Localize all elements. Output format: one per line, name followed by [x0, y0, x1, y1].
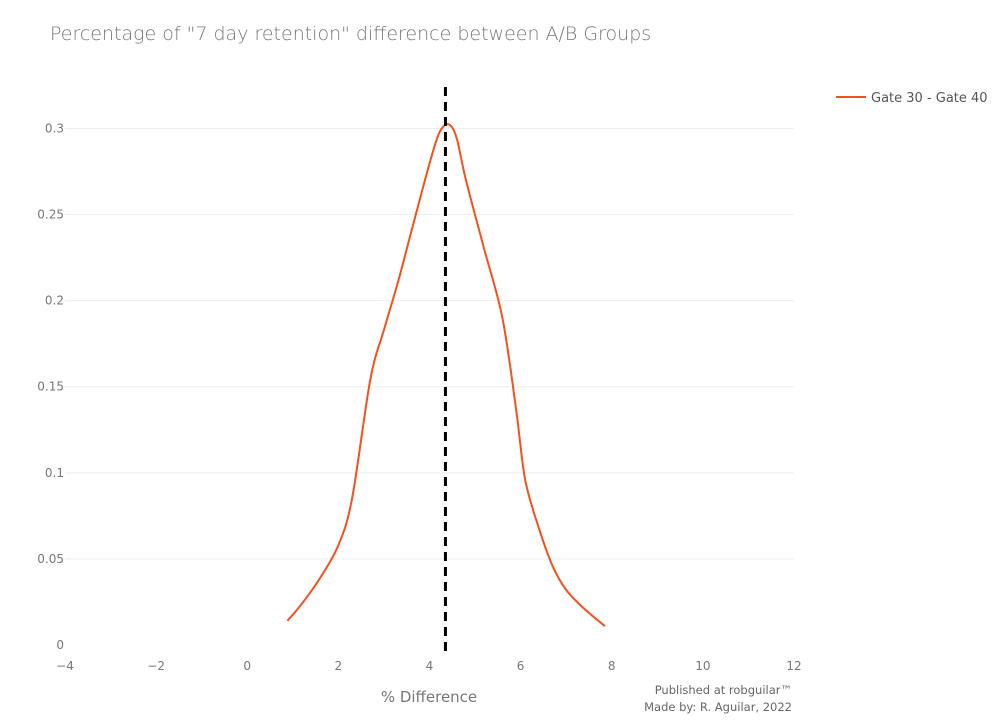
x-tick-label: −2	[147, 659, 165, 673]
gridlines	[65, 127, 794, 560]
y-axis: 0 0.05 0.1 0.15 0.2 0.25 0.3	[37, 121, 64, 652]
y-tick-label: 0.2	[45, 294, 64, 308]
x-axis: −4 −2 0 2 4 6 8 10 12	[56, 659, 801, 673]
series-line	[286, 122, 606, 627]
x-tick-label: 2	[335, 659, 343, 673]
x-tick-label: 0	[243, 659, 251, 673]
y-tick-label: 0.25	[37, 208, 64, 222]
legend-label: Gate 30 - Gate 40	[871, 91, 988, 106]
author-annotation: Made by: R. Aguilar, 2022	[644, 700, 792, 714]
x-tick-label: 6	[517, 659, 525, 673]
legend[interactable]: Gate 30 - Gate 40	[836, 91, 988, 106]
y-tick-label: 0.15	[37, 380, 64, 394]
y-tick-label: 0.1	[45, 466, 64, 480]
y-tick-label: 0.05	[37, 552, 64, 566]
plot-area	[286, 122, 606, 627]
y-tick-label: 0	[56, 638, 64, 652]
x-tick-label: −4	[56, 659, 74, 673]
x-tick-label: 10	[695, 659, 710, 673]
y-tick-label: 0.3	[45, 121, 64, 135]
chart-title: Percentage of "7 day retention" differen…	[50, 23, 651, 45]
published-annotation: Published at robguilar™	[655, 683, 792, 697]
x-tick-label: 8	[608, 659, 616, 673]
x-tick-label: 12	[786, 659, 801, 673]
x-tick-label: 4	[426, 659, 434, 673]
x-axis-title: % Difference	[381, 688, 477, 706]
